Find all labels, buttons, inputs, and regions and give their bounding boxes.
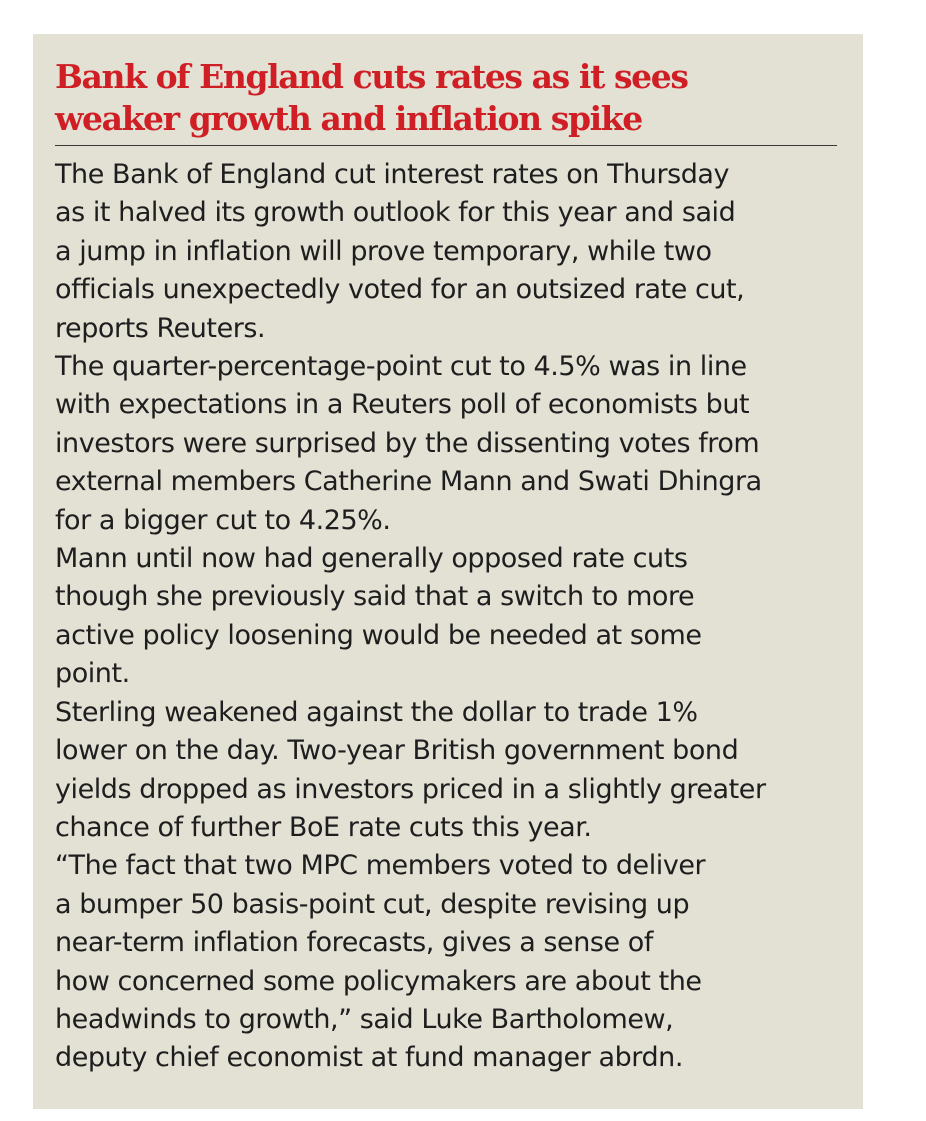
text-line: The Bank of England cut interest rates o… — [55, 159, 730, 190]
paragraph: The quarter-percentage-point cut to 4.5%… — [55, 348, 855, 540]
text-line: a bumper 50 basis-point cut, despite rev… — [55, 888, 690, 920]
headline: Bank of England cuts rates as it sees we… — [55, 56, 845, 140]
text-line: investors were surprised by the dissenti… — [55, 427, 760, 459]
article-body: The Bank of England cut interest rates o… — [55, 156, 855, 1078]
text-line: with expectations in a Reuters poll of e… — [55, 389, 750, 421]
paragraph: Mann until now had generally opposed rat… — [55, 540, 855, 694]
paragraph: “The fact that two MPC members voted to … — [55, 847, 855, 1077]
text-line: point. — [55, 658, 130, 690]
paragraph: The Bank of England cut interest rates o… — [55, 156, 855, 348]
text-line: external members Catherine Mann and Swat… — [55, 466, 762, 498]
text-line: how concerned some policymakers are abou… — [55, 965, 702, 997]
text-line: The quarter-percentage-point cut to 4.5%… — [55, 351, 747, 383]
headline-line: Bank of England cuts rates as it sees — [55, 57, 689, 96]
text-line: chance of further BoE rate cuts this yea… — [55, 811, 592, 843]
paragraph: Sterling weakened against the dollar to … — [55, 694, 855, 848]
text-line: a jump in inflation will prove temporary… — [55, 235, 712, 267]
text-line: as it halved its growth outlook for this… — [55, 197, 736, 229]
headline-divider — [55, 145, 837, 146]
headline-line: weaker growth and inflation spike — [55, 99, 643, 138]
text-line: Mann until now had generally opposed rat… — [55, 543, 688, 575]
text-line: though she previously said that a switch… — [55, 581, 695, 613]
text-line: “The fact that two MPC members voted to … — [55, 850, 706, 882]
text-line: for a bigger cut to 4.25%. — [55, 504, 391, 536]
text-line: reports Reuters. — [55, 312, 266, 344]
text-line: deputy chief economist at fund manager a… — [55, 1042, 683, 1074]
text-line: yields dropped as investors priced in a … — [55, 773, 766, 805]
text-line: lower on the day. Two-year British gover… — [55, 735, 739, 767]
text-line: headwinds to growth,” said Luke Bartholo… — [55, 1003, 674, 1035]
article-box: Bank of England cuts rates as it sees we… — [33, 34, 863, 1109]
text-line: active policy loosening would be needed … — [55, 619, 702, 651]
text-line: Sterling weakened against the dollar to … — [55, 696, 698, 728]
text-line: near-term inflation forecasts, gives a s… — [55, 927, 653, 959]
text-line: officials unexpectedly voted for an outs… — [55, 274, 745, 306]
